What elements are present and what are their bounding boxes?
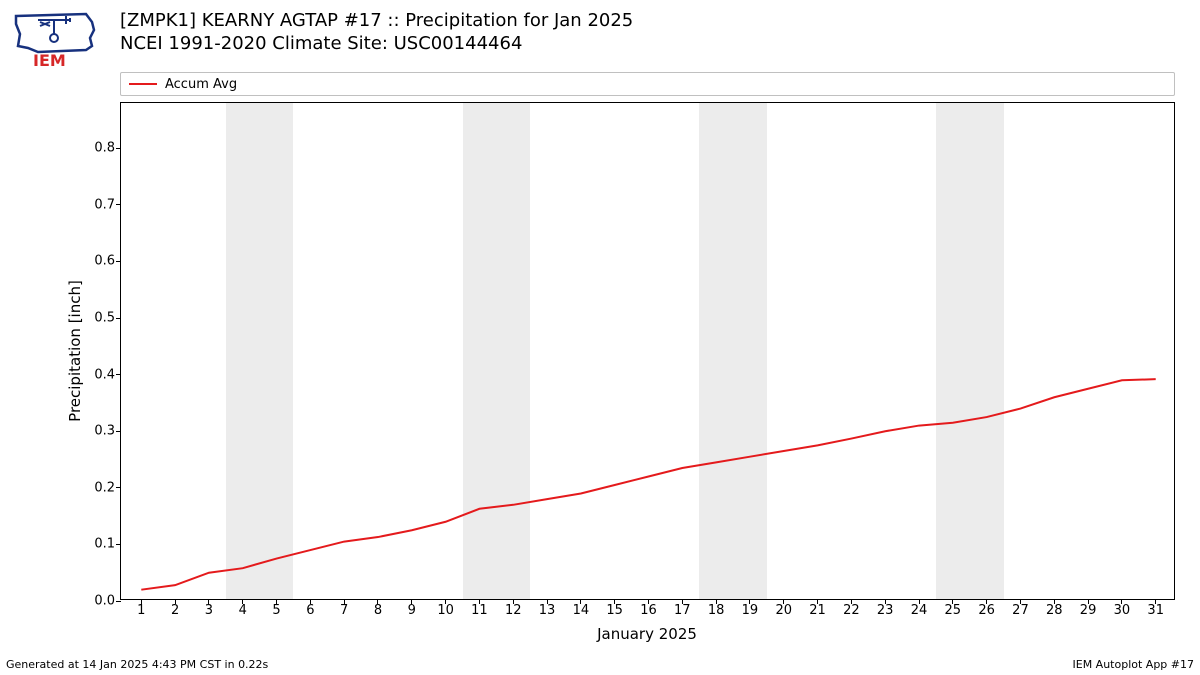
x-tick-label: 22 <box>843 603 860 618</box>
x-tick-label: 6 <box>306 603 314 618</box>
y-tick-label: 0.3 <box>94 424 115 439</box>
chart-title: [ZMPK1] KEARNY AGTAP #17 :: Precipitatio… <box>120 10 633 55</box>
y-tick <box>116 261 121 262</box>
figure-canvas: IEM [ZMPK1] KEARNY AGTAP #17 :: Precipit… <box>0 0 1200 675</box>
y-tick-label: 0.8 <box>94 141 115 156</box>
x-tick-label: 5 <box>272 603 280 618</box>
chart-title-line1: [ZMPK1] KEARNY AGTAP #17 :: Precipitatio… <box>120 10 633 33</box>
x-tick-label: 24 <box>911 603 928 618</box>
y-tick-label: 0.5 <box>94 311 115 326</box>
iem-logo: IEM <box>8 8 103 68</box>
x-axis-label: January 2025 <box>597 625 697 643</box>
x-tick-label: 21 <box>809 603 826 618</box>
x-tick-label: 31 <box>1147 603 1164 618</box>
y-tick <box>116 318 121 319</box>
legend-label: Accum Avg <box>165 77 237 92</box>
x-tick-label: 8 <box>374 603 382 618</box>
x-tick-label: 7 <box>340 603 348 618</box>
legend-swatch <box>129 83 157 85</box>
x-tick-label: 2 <box>171 603 179 618</box>
svg-text:IEM: IEM <box>33 51 66 68</box>
y-tick <box>116 431 121 432</box>
chart-plot-area: 0.00.10.20.30.40.50.60.70.81234567891011… <box>120 102 1175 600</box>
x-tick-label: 10 <box>437 603 454 618</box>
y-tick <box>116 601 121 602</box>
x-tick-label: 23 <box>877 603 894 618</box>
x-tick-label: 25 <box>945 603 962 618</box>
x-tick-label: 16 <box>640 603 657 618</box>
x-tick-label: 29 <box>1080 603 1097 618</box>
x-tick-label: 14 <box>573 603 590 618</box>
x-tick-label: 17 <box>674 603 691 618</box>
y-tick <box>116 148 121 149</box>
accum-avg-line <box>141 379 1155 590</box>
x-tick-label: 9 <box>408 603 416 618</box>
footer-appname: IEM Autoplot App #17 <box>1073 658 1195 671</box>
x-tick-label: 20 <box>775 603 792 618</box>
x-tick-label: 30 <box>1114 603 1131 618</box>
x-tick-label: 18 <box>708 603 725 618</box>
x-tick-label: 28 <box>1046 603 1063 618</box>
y-tick-label: 0.1 <box>94 537 115 552</box>
y-tick-label: 0.0 <box>94 594 115 609</box>
footer-generated: Generated at 14 Jan 2025 4:43 PM CST in … <box>6 658 268 671</box>
x-tick-label: 12 <box>505 603 522 618</box>
x-tick-label: 11 <box>471 603 488 618</box>
x-tick-label: 3 <box>205 603 213 618</box>
y-tick <box>116 487 121 488</box>
y-tick <box>116 204 121 205</box>
x-tick-label: 26 <box>978 603 995 618</box>
x-tick-label: 1 <box>137 603 145 618</box>
x-tick-label: 13 <box>539 603 556 618</box>
x-tick-label: 27 <box>1012 603 1029 618</box>
y-tick-label: 0.6 <box>94 254 115 269</box>
y-axis-label: Precipitation [inch] <box>66 280 84 422</box>
y-tick <box>116 544 121 545</box>
y-tick-label: 0.7 <box>94 197 115 212</box>
y-tick <box>116 374 121 375</box>
legend: Accum Avg <box>120 72 1175 96</box>
x-tick-label: 19 <box>742 603 759 618</box>
y-tick-label: 0.2 <box>94 480 115 495</box>
x-tick-label: 4 <box>239 603 247 618</box>
x-tick-label: 15 <box>606 603 623 618</box>
y-tick-label: 0.4 <box>94 367 115 382</box>
chart-line-layer <box>121 103 1176 601</box>
chart-title-line2: NCEI 1991-2020 Climate Site: USC00144464 <box>120 33 633 56</box>
